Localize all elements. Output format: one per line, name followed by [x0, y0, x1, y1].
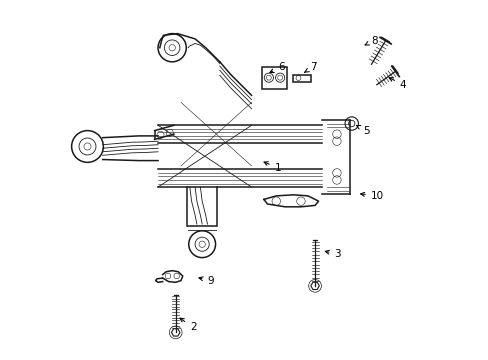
Text: 4: 4 — [388, 78, 406, 90]
Text: 2: 2 — [180, 318, 196, 333]
Text: 3: 3 — [325, 249, 341, 259]
Text: 10: 10 — [360, 191, 383, 201]
Text: 5: 5 — [356, 125, 368, 136]
Text: 8: 8 — [365, 36, 377, 46]
Text: 6: 6 — [269, 62, 284, 73]
Text: 1: 1 — [264, 162, 281, 173]
Bar — [293, 75, 310, 82]
Text: 9: 9 — [199, 275, 214, 285]
Bar — [261, 67, 286, 89]
Text: 7: 7 — [304, 62, 316, 72]
